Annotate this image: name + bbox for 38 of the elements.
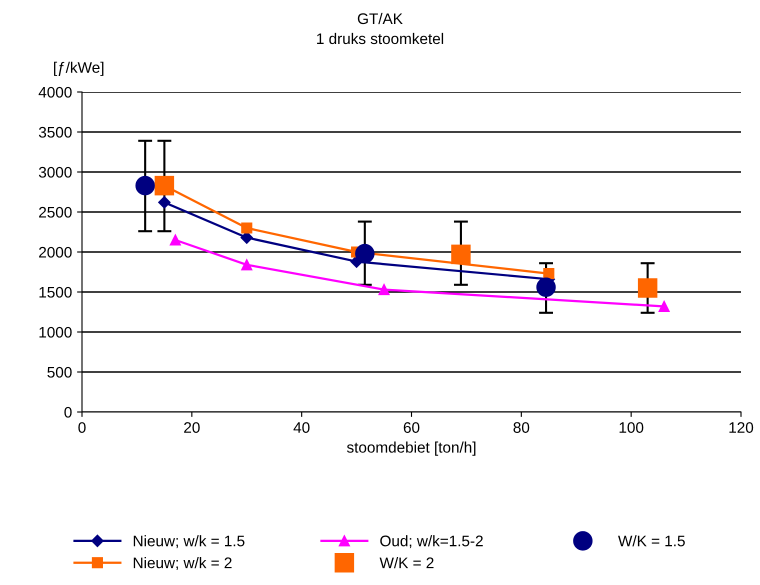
y-tick-label: 3500 — [38, 126, 72, 138]
legend-label: W/K = 1.5 — [618, 535, 685, 546]
y-tick-label: 0 — [64, 406, 72, 418]
x-axis-title: stoomdebiet [ton/h] — [346, 442, 476, 456]
point — [658, 300, 670, 312]
point — [158, 196, 171, 209]
legend-label: Nieuw; w/k = 2 — [134, 557, 232, 570]
x-tick-label: 80 — [514, 422, 530, 433]
x-tick-label: 20 — [184, 422, 200, 433]
point — [241, 259, 252, 270]
point — [451, 244, 471, 264]
point — [241, 222, 252, 234]
y-tick-label: 1000 — [39, 326, 72, 338]
y-tick-label: 1500 — [39, 286, 72, 298]
legend-label: W/K = 2 — [380, 557, 434, 568]
x-tick-label: 60 — [404, 422, 420, 433]
point — [355, 244, 375, 264]
x-tick-label: 0 — [78, 422, 86, 433]
chart-subtitle: 1 druks stoomketel — [317, 32, 444, 44]
point — [543, 268, 554, 280]
y-tick-label: 4000 — [38, 86, 72, 98]
point — [154, 176, 174, 196]
point — [135, 176, 155, 196]
point — [638, 278, 658, 298]
point — [536, 277, 556, 297]
y-tick-label: 500 — [47, 366, 72, 378]
x-tick-label: 120 — [729, 422, 754, 433]
chart-title: GT/AK — [358, 12, 403, 24]
point — [170, 234, 181, 246]
x-tick-label: 100 — [620, 422, 644, 433]
y-tick-label: 3000 — [38, 166, 72, 178]
point — [378, 284, 390, 296]
y-tick-label: 2000 — [39, 246, 72, 258]
x-tick-label: 40 — [294, 422, 310, 433]
legend-label: Nieuw; w/k = 1.5 — [134, 535, 244, 548]
y-tick-label: 2500 — [39, 206, 72, 218]
legend-label: Oud; w/k=1.5-2 — [380, 535, 483, 548]
y-axis-title: [ƒ/kWe] — [54, 62, 104, 76]
